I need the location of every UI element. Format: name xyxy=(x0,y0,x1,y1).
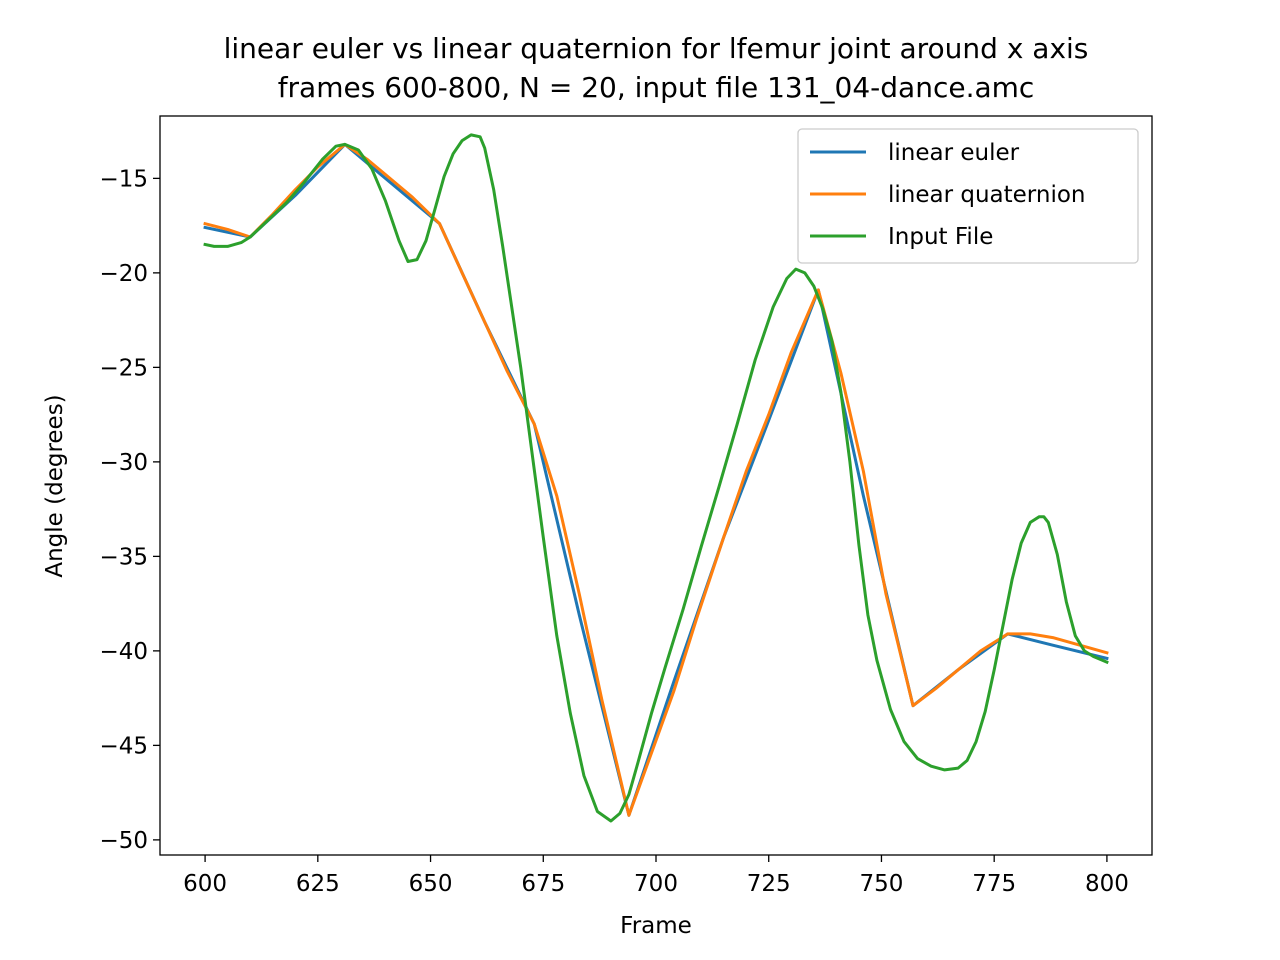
x-tick-label: 600 xyxy=(183,871,227,897)
y-axis: −15 −20 −25 −30 −35 −40 −45 −50 xyxy=(99,166,160,854)
y-axis-label: Angle (degrees) xyxy=(42,394,68,577)
legend-label-linear-quaternion: linear quaternion xyxy=(888,182,1085,208)
x-tick-label: 625 xyxy=(296,871,340,897)
y-tick-label: −50 xyxy=(99,828,148,854)
x-tick-label: 750 xyxy=(860,871,904,897)
y-tick-label: −30 xyxy=(99,450,148,476)
y-tick-label: −40 xyxy=(99,639,148,665)
y-tick-label: −25 xyxy=(99,355,148,381)
y-tick-label: −35 xyxy=(99,544,148,570)
legend: linear euler linear quaternion Input File xyxy=(797,128,1139,264)
x-tick-label: 775 xyxy=(972,871,1016,897)
series-layer xyxy=(203,133,1109,823)
legend-label-input-file: Input File xyxy=(888,224,993,250)
x-tick-label: 675 xyxy=(521,871,565,897)
x-tick-label: 650 xyxy=(409,871,453,897)
x-tick-label: 725 xyxy=(747,871,791,897)
x-tick-label: 700 xyxy=(634,871,678,897)
y-tick-label: −20 xyxy=(99,261,148,287)
series-line-linear-quaternion xyxy=(203,142,1109,817)
chart-subtitle: frames 600-800, N = 20, input file 131_0… xyxy=(278,71,1035,104)
y-tick-label: −45 xyxy=(99,733,148,759)
chart-title: linear euler vs linear quaternion for lf… xyxy=(224,32,1089,65)
series-line-input-file xyxy=(203,133,1109,823)
legend-box xyxy=(797,128,1139,264)
x-axis: 600 625 650 675 700 725 750 775 800 xyxy=(183,855,1129,897)
x-tick-label: 800 xyxy=(1085,871,1129,897)
legend-label-linear-euler: linear euler xyxy=(888,140,1020,166)
y-tick-label: −15 xyxy=(99,166,148,192)
x-axis-label: Frame xyxy=(620,913,692,939)
